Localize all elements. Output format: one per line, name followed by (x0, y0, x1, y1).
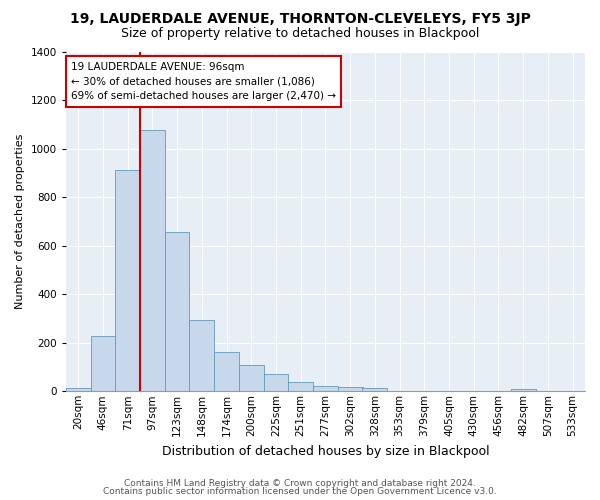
Bar (338, 387, 362, 392)
Bar (115, 170, 140, 392)
Text: 19, LAUDERDALE AVENUE, THORNTON-CLEVELEYS, FY5 3JP: 19, LAUDERDALE AVENUE, THORNTON-CLEVELEY… (70, 12, 530, 26)
Bar (140, 130, 165, 392)
X-axis label: Distribution of detached houses by size in Blackpool: Distribution of detached houses by size … (161, 444, 489, 458)
Text: Size of property relative to detached houses in Blackpool: Size of property relative to detached ho… (121, 28, 479, 40)
Bar (289, 382, 313, 392)
Bar (313, 386, 338, 392)
Bar (362, 388, 387, 392)
Bar (214, 352, 239, 392)
Text: Contains HM Land Registry data © Crown copyright and database right 2024.: Contains HM Land Registry data © Crown c… (124, 478, 476, 488)
Bar (263, 374, 289, 392)
Text: 19 LAUDERDALE AVENUE: 96sqm
← 30% of detached houses are smaller (1,086)
69% of : 19 LAUDERDALE AVENUE: 96sqm ← 30% of det… (71, 62, 336, 102)
Bar (165, 232, 190, 392)
Text: Contains public sector information licensed under the Open Government Licence v3: Contains public sector information licen… (103, 487, 497, 496)
Bar (511, 389, 536, 392)
Bar (239, 365, 263, 392)
Bar (66, 388, 91, 392)
Bar (190, 320, 214, 392)
Y-axis label: Number of detached properties: Number of detached properties (15, 134, 25, 309)
Bar (91, 336, 115, 392)
